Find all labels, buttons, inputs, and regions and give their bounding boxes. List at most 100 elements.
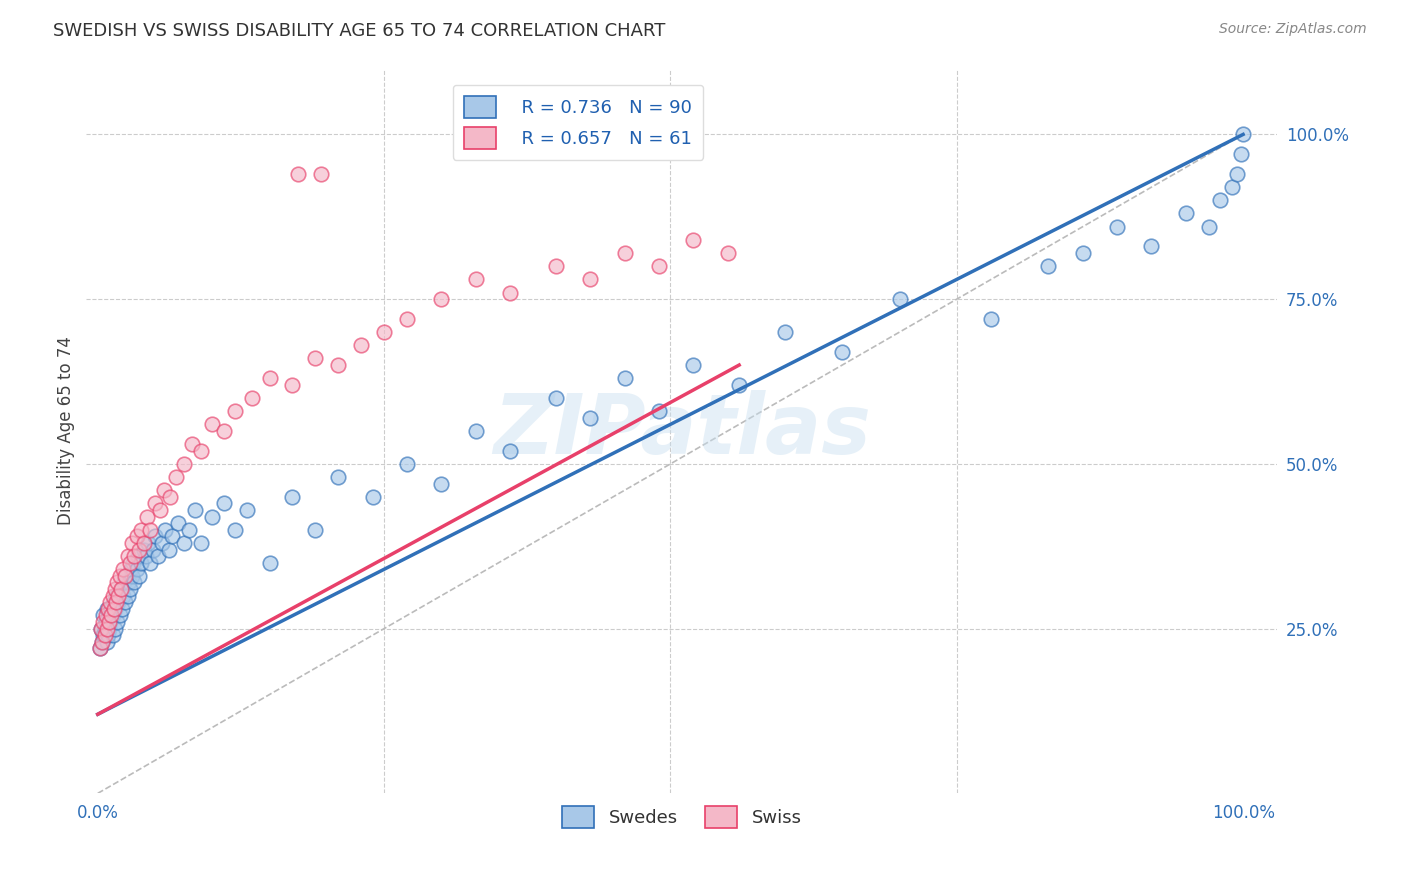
Point bbox=[111, 589, 134, 603]
Point bbox=[101, 628, 124, 642]
Point bbox=[93, 608, 115, 623]
Point bbox=[240, 391, 263, 405]
Point bbox=[121, 569, 143, 583]
Point bbox=[101, 589, 124, 603]
Point bbox=[395, 312, 418, 326]
Point bbox=[139, 556, 162, 570]
Point bbox=[91, 634, 114, 648]
Point bbox=[89, 641, 111, 656]
Point bbox=[682, 358, 704, 372]
Point bbox=[135, 549, 157, 563]
Point bbox=[464, 272, 486, 286]
Point bbox=[100, 602, 122, 616]
Point bbox=[153, 483, 176, 498]
Point bbox=[104, 602, 127, 616]
Point bbox=[91, 634, 114, 648]
Point bbox=[107, 595, 129, 609]
Point bbox=[430, 292, 453, 306]
Point bbox=[682, 233, 704, 247]
Point bbox=[128, 542, 150, 557]
Point bbox=[111, 562, 134, 576]
Point bbox=[190, 443, 212, 458]
Point bbox=[125, 529, 148, 543]
Point bbox=[361, 490, 384, 504]
Point bbox=[889, 292, 911, 306]
Point bbox=[111, 602, 134, 616]
Point bbox=[139, 523, 162, 537]
Point bbox=[122, 556, 145, 570]
Point bbox=[287, 167, 309, 181]
Point bbox=[114, 595, 136, 609]
Point bbox=[132, 542, 155, 557]
Point bbox=[108, 608, 131, 623]
Point bbox=[143, 496, 166, 510]
Point bbox=[773, 325, 796, 339]
Point bbox=[1038, 259, 1060, 273]
Point bbox=[309, 167, 332, 181]
Point bbox=[259, 371, 281, 385]
Point bbox=[212, 424, 235, 438]
Point bbox=[89, 641, 111, 656]
Point bbox=[103, 595, 125, 609]
Point bbox=[129, 556, 152, 570]
Point bbox=[124, 575, 146, 590]
Point bbox=[117, 589, 139, 603]
Point bbox=[831, 344, 853, 359]
Point bbox=[105, 595, 128, 609]
Point bbox=[96, 622, 118, 636]
Point bbox=[1071, 246, 1094, 260]
Y-axis label: Disability Age 65 to 74: Disability Age 65 to 74 bbox=[58, 336, 75, 525]
Point bbox=[1198, 219, 1220, 234]
Point bbox=[98, 608, 121, 623]
Point bbox=[127, 549, 149, 563]
Point bbox=[579, 410, 602, 425]
Point bbox=[1107, 219, 1129, 234]
Point bbox=[93, 622, 115, 636]
Point bbox=[980, 312, 1002, 326]
Point bbox=[201, 417, 224, 432]
Point bbox=[613, 246, 636, 260]
Point bbox=[281, 377, 304, 392]
Point bbox=[259, 556, 281, 570]
Point bbox=[1174, 206, 1197, 220]
Point bbox=[149, 503, 172, 517]
Point bbox=[304, 523, 326, 537]
Point bbox=[1226, 167, 1249, 181]
Point bbox=[328, 358, 350, 372]
Point bbox=[1140, 239, 1163, 253]
Point bbox=[179, 523, 201, 537]
Point bbox=[132, 536, 155, 550]
Point bbox=[328, 470, 350, 484]
Point bbox=[101, 608, 124, 623]
Point bbox=[105, 575, 128, 590]
Point bbox=[98, 615, 121, 629]
Point bbox=[96, 602, 118, 616]
Point bbox=[90, 622, 112, 636]
Point bbox=[499, 443, 522, 458]
Point bbox=[93, 628, 115, 642]
Point bbox=[115, 569, 138, 583]
Point bbox=[224, 523, 246, 537]
Point bbox=[97, 602, 120, 616]
Point bbox=[160, 529, 183, 543]
Point bbox=[464, 424, 486, 438]
Point bbox=[235, 503, 257, 517]
Point bbox=[104, 582, 127, 596]
Point bbox=[104, 622, 127, 636]
Point bbox=[224, 404, 246, 418]
Text: ZIPatlas: ZIPatlas bbox=[494, 391, 870, 472]
Point bbox=[155, 523, 177, 537]
Point bbox=[112, 575, 135, 590]
Point bbox=[1232, 128, 1254, 142]
Point bbox=[120, 562, 142, 576]
Point bbox=[103, 602, 125, 616]
Point bbox=[150, 536, 173, 550]
Point bbox=[124, 549, 146, 563]
Point bbox=[648, 404, 671, 418]
Point bbox=[98, 615, 121, 629]
Point bbox=[142, 542, 165, 557]
Point bbox=[1220, 180, 1243, 194]
Point bbox=[98, 595, 121, 609]
Point bbox=[159, 490, 181, 504]
Point bbox=[728, 377, 751, 392]
